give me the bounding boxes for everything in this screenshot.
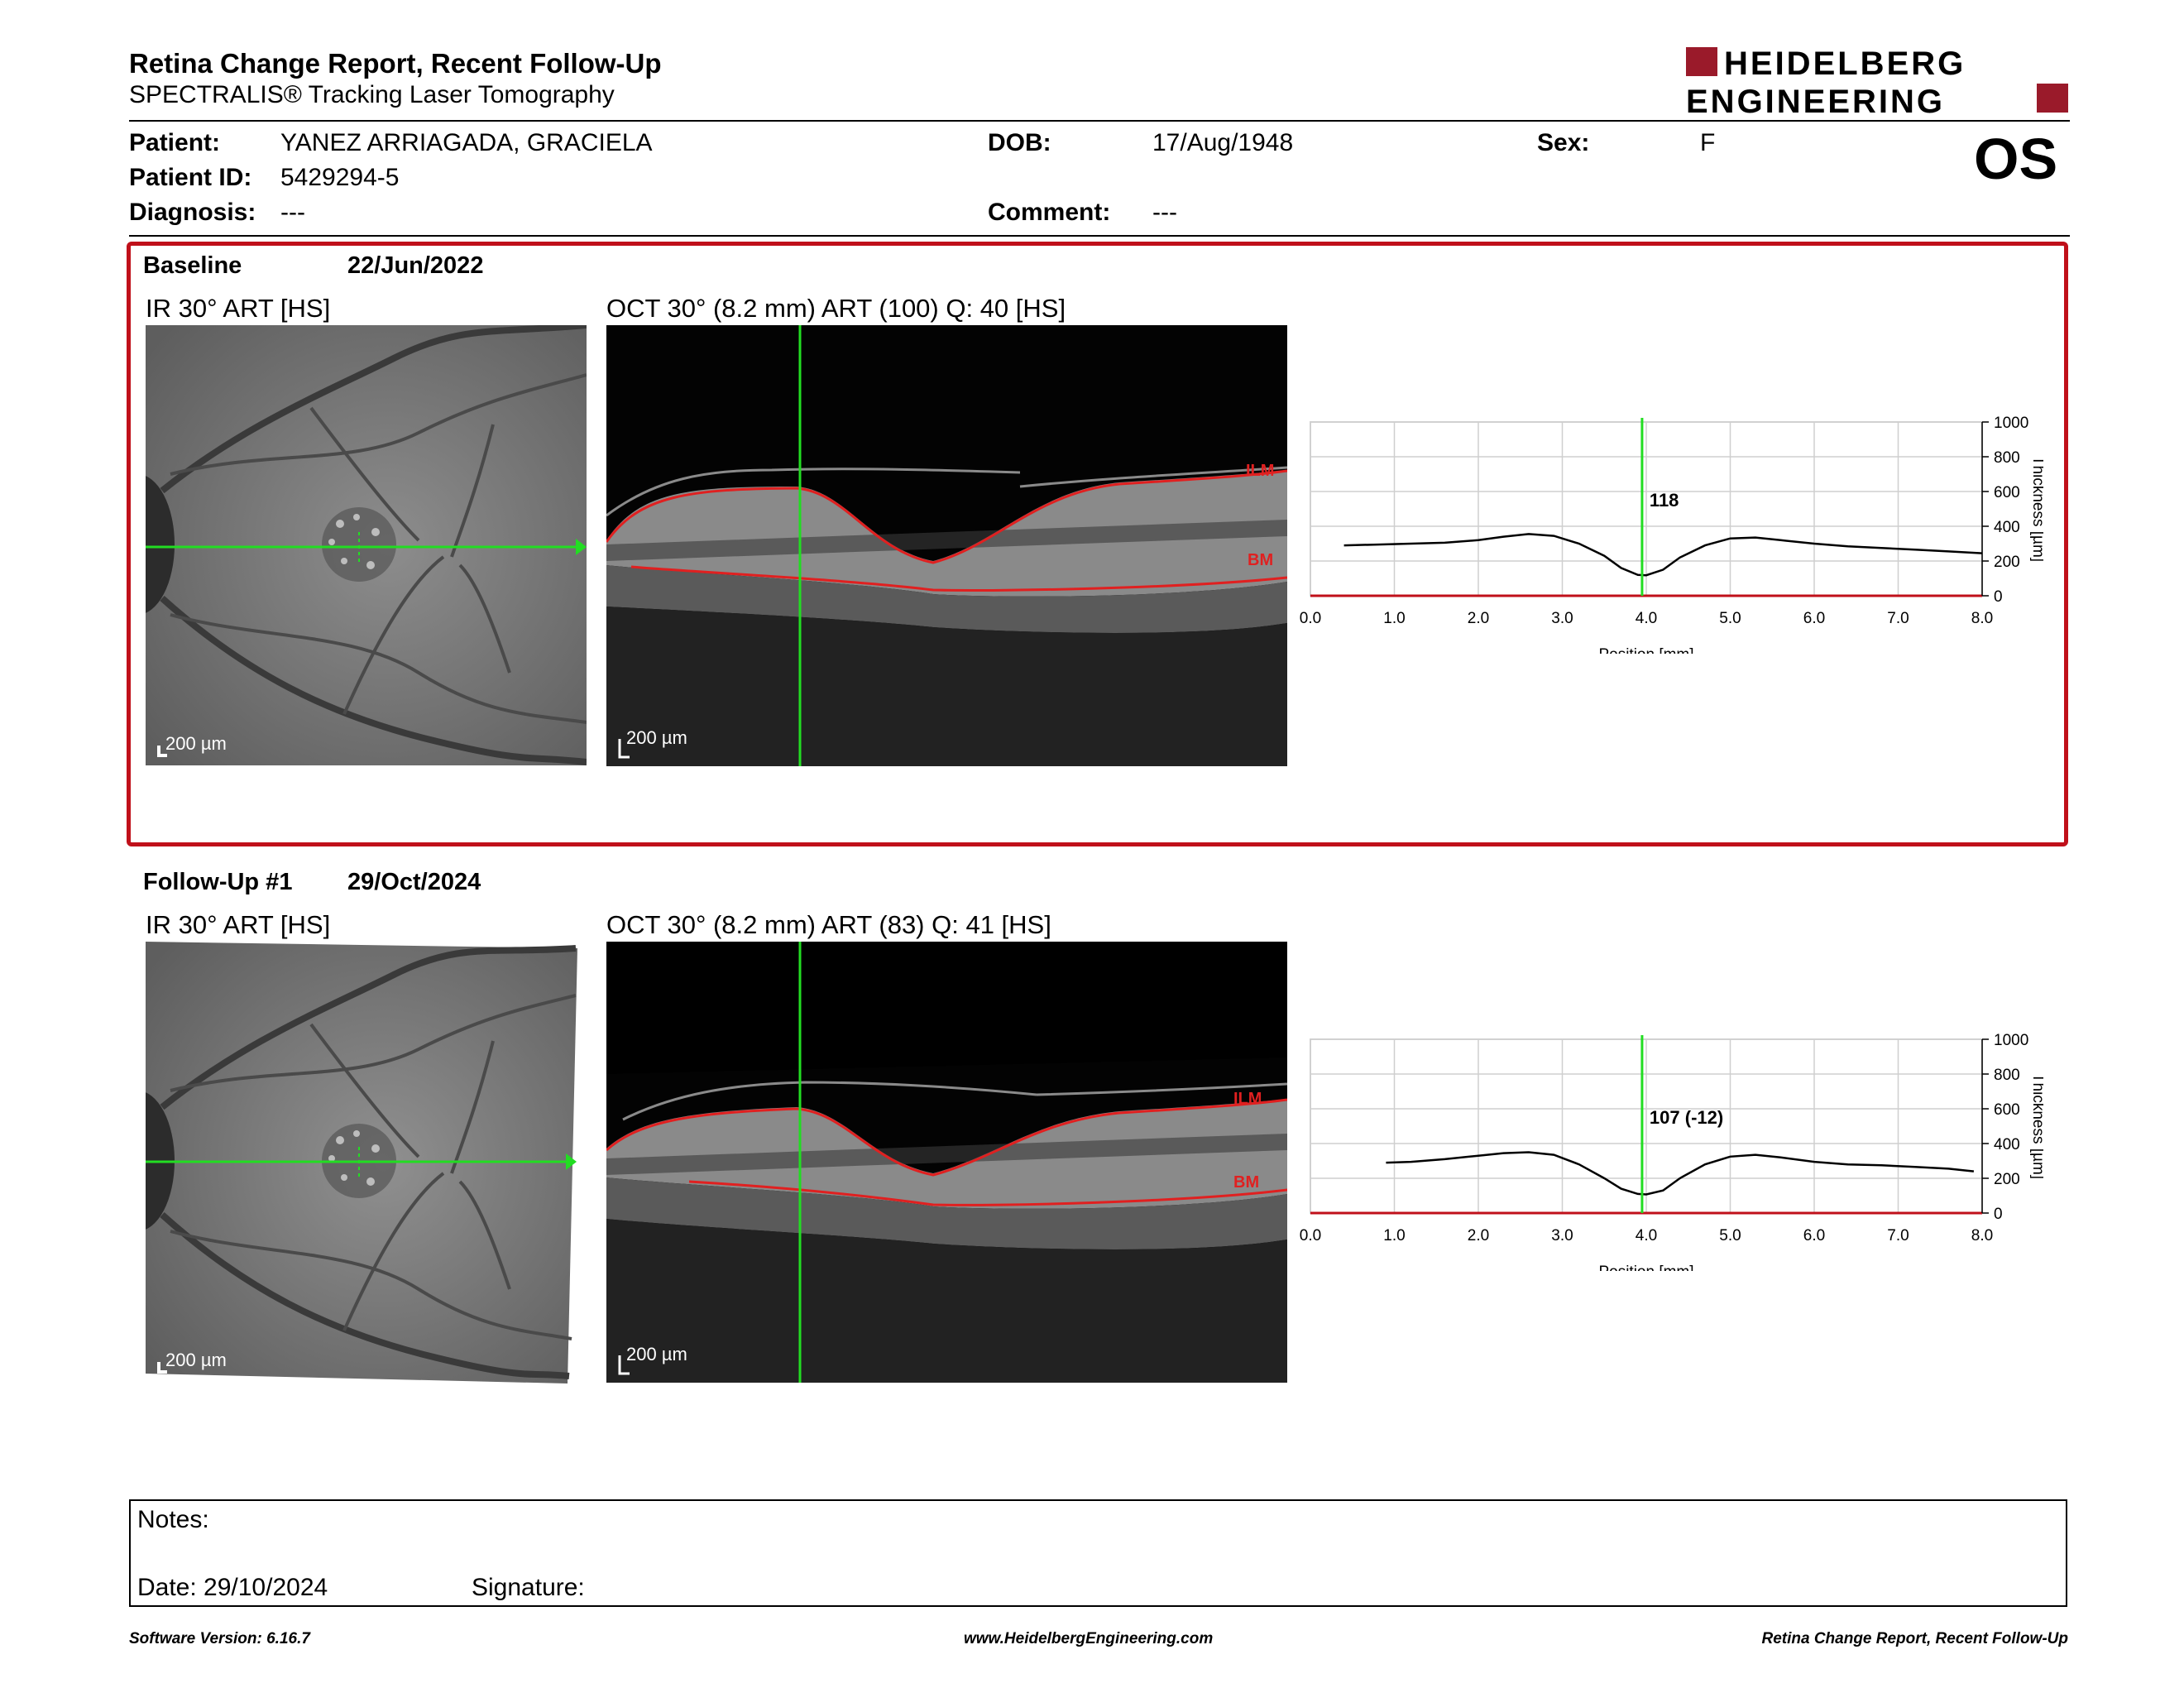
notes-box: Notes: Date: 29/10/2024 Signature:	[129, 1499, 2067, 1607]
x-axis-label: Position [mm]	[1598, 1264, 1693, 1271]
eye-laterality: OS	[1974, 127, 2058, 191]
x-tick-label: 0.0	[1300, 1227, 1321, 1244]
followup-ir-scale: 200 µm	[165, 1350, 227, 1370]
report-title: Retina Change Report, Recent Follow-Up	[129, 48, 662, 79]
logo-line2: ENGINEERING	[1686, 84, 1945, 116]
logo-line1: HEIDELBERG	[1724, 46, 1966, 82]
diagnosis-label: Diagnosis:	[129, 199, 256, 226]
followup-label: Follow-Up #1	[143, 869, 293, 895]
thickness-line	[1343, 533, 1983, 577]
x-tick-label: 7.0	[1887, 610, 1909, 627]
y-tick-label: 600	[1994, 484, 2020, 501]
x-tick-label: 2.0	[1468, 610, 1489, 627]
y-tick-label: 0	[1994, 588, 2003, 606]
baseline-oct-image: ILM BM 200 µm	[606, 325, 1287, 766]
followup-oct-image: ILM BM 200 µm	[606, 942, 1287, 1383]
notes-date: Date: 29/10/2024	[137, 1574, 328, 1601]
followup-oct-label: OCT 30° (8.2 mm) ART (83) Q: 41 [HS]	[606, 910, 1051, 939]
dob-label: DOB:	[988, 129, 1051, 156]
footer-software-version: Software Version: 6.16.7	[129, 1630, 310, 1647]
patient-divider	[129, 235, 2070, 237]
baseline-panel	[127, 242, 2068, 846]
baseline-date: 22/Jun/2022	[347, 252, 484, 279]
followup-ir-label: IR 30° ART [HS]	[146, 910, 331, 939]
x-tick-label: 3.0	[1551, 1227, 1573, 1244]
x-tick-label: 6.0	[1803, 610, 1825, 627]
y-tick-label: 400	[1994, 519, 2020, 536]
baseline-oct-label: OCT 30° (8.2 mm) ART (100) Q: 40 [HS]	[606, 294, 1066, 323]
y-tick-label: 800	[1994, 1067, 2020, 1084]
x-tick-label: 5.0	[1719, 610, 1741, 627]
y-tick-label: 200	[1994, 554, 2020, 571]
followup-bm-label: BM	[1233, 1173, 1259, 1192]
baseline-ir-scale: 200 µm	[165, 733, 227, 754]
y-tick-label: 1000	[1994, 415, 2028, 432]
y-tick-label: 400	[1994, 1136, 2020, 1153]
followup-oct-scale: 200 µm	[626, 1344, 687, 1364]
comment-label: Comment:	[988, 199, 1111, 226]
baseline-ir-image: 200 µm	[146, 325, 587, 765]
baseline-ilm-label: ILM	[1246, 462, 1274, 480]
x-tick-label: 4.0	[1636, 610, 1657, 627]
header-divider	[129, 120, 2070, 122]
footer-website[interactable]: www.HeidelbergEngineering.com	[964, 1630, 1214, 1647]
report-subtitle: SPECTRALIS® Tracking Laser Tomography	[129, 81, 615, 108]
notes-label: Notes:	[137, 1506, 209, 1533]
y-tick-label: 800	[1994, 449, 2020, 467]
x-tick-label: 8.0	[1971, 1227, 1993, 1244]
x-tick-label: 8.0	[1971, 610, 1993, 627]
x-tick-label: 7.0	[1887, 1227, 1909, 1244]
notes-signature-label: Signature:	[472, 1574, 585, 1601]
x-tick-label: 0.0	[1300, 610, 1321, 627]
followup-date: 29/Oct/2024	[347, 869, 481, 895]
y-tick-label: 200	[1994, 1171, 2020, 1188]
thickness-line	[1386, 1151, 1975, 1196]
x-tick-label: 1.0	[1383, 610, 1405, 627]
baseline-thickness-chart: 0.0 1.0 2.0 3.0 4.0 5.0 6.0 7.0 8.00 200 400 600 800…	[1300, 415, 2043, 654]
x-tick-label: 3.0	[1551, 610, 1573, 627]
dob: 17/Aug/1948	[1152, 129, 1294, 156]
followup-ir-image: 200 µm	[100, 942, 587, 1383]
y-axis-label: Thickness [µm]	[2029, 1073, 2043, 1179]
marker-value-label: 107 (-12)	[1650, 1107, 1723, 1128]
followup-thickness-chart: 0.0 1.0 2.0 3.0 4.0 5.0 6.0 7.0 8.00 200 400 600 800…	[1300, 1032, 2043, 1271]
baseline-label: Baseline	[143, 252, 242, 279]
patient-id: 5429294-5	[280, 164, 400, 191]
baseline-bm-label: BM	[1248, 551, 1273, 569]
patient-name: YANEZ ARRIAGADA, GRACIELA	[280, 129, 653, 156]
y-tick-label: 0	[1994, 1206, 2003, 1223]
followup-ilm-label: ILM	[1233, 1090, 1262, 1108]
patient-name-label: Patient:	[129, 129, 221, 156]
x-axis-label: Position [mm]	[1598, 646, 1693, 654]
baseline-oct-scale: 200 µm	[626, 727, 687, 748]
comment: ---	[1152, 199, 1177, 226]
y-tick-label: 1000	[1994, 1032, 2028, 1049]
x-tick-label: 6.0	[1803, 1227, 1825, 1244]
y-tick-label: 600	[1994, 1101, 2020, 1119]
patient-id-label: Patient ID:	[129, 164, 252, 191]
x-tick-label: 2.0	[1468, 1227, 1489, 1244]
y-axis-label: Thickness [µm]	[2029, 456, 2043, 562]
footer-report-name: Retina Change Report, Recent Follow-Up	[1761, 1630, 2068, 1647]
x-tick-label: 5.0	[1719, 1227, 1741, 1244]
sex-label: Sex:	[1537, 129, 1590, 156]
baseline-ir-label: IR 30° ART [HS]	[146, 294, 331, 323]
marker-value-label: 118	[1650, 490, 1679, 511]
x-tick-label: 1.0	[1383, 1227, 1405, 1244]
sex: F	[1700, 129, 1716, 156]
heidelberg-logo: HEIDELBERG ENGINEERING	[1686, 46, 2068, 116]
diagnosis: ---	[280, 199, 305, 226]
x-tick-label: 4.0	[1636, 1227, 1657, 1244]
